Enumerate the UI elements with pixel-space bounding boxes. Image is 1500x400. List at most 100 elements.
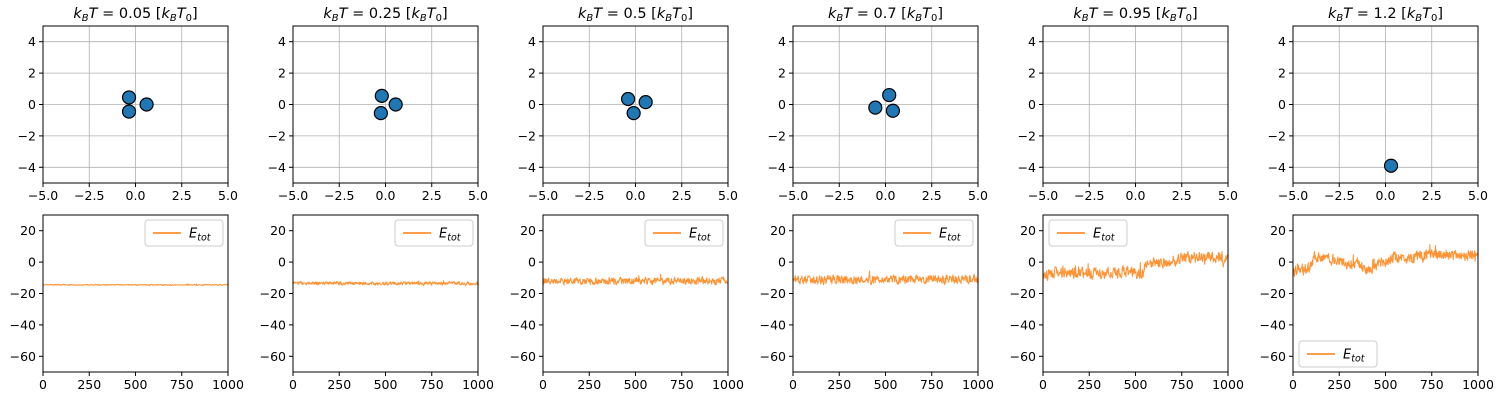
y-tick-label: −40 [260, 317, 286, 332]
y-tick-label: 0 [28, 97, 36, 112]
x-tick-label: 750 [1170, 377, 1194, 392]
panel-title: kBT = 0.7 [kBT0] [828, 6, 943, 24]
legend-box [1048, 219, 1128, 247]
x-tick-label: 0 [39, 377, 47, 392]
legend-label: Etot [939, 227, 962, 244]
scatter-panel-2: −5.0 −2.5 0.0 2.5 5.0 −4 −2 0 2 4 kBT = 0.25 [kBT0… [268, 6, 488, 203]
y-tick-label: −2 [1018, 128, 1036, 143]
y-tick-label: 20 [1020, 223, 1036, 238]
y-tick-label: −20 [510, 286, 536, 301]
y-tick-label: −40 [10, 317, 36, 332]
y-tick-label: 20 [1270, 223, 1286, 238]
particle-marker [626, 106, 641, 121]
y-tick-label: 0 [778, 255, 786, 270]
panel-title: kBT = 1.2 [kBT0] [1328, 6, 1443, 24]
x-tick-label: 5.0 [218, 188, 238, 203]
energy-line [543, 273, 728, 286]
x-tick-label: −2.5 [74, 188, 104, 203]
x-tick-label: 0 [539, 377, 547, 392]
y-tick-label: −40 [1260, 317, 1286, 332]
x-tick-label: 250 [327, 377, 351, 392]
x-tick-label: 750 [420, 377, 444, 392]
energy-panel-1: 0 250 500 750 1000 20 0 −20 −40 −60 Etot [10, 214, 244, 392]
x-tick-label: 750 [920, 377, 944, 392]
x-tick-label: 750 [170, 377, 194, 392]
y-tick-label: −40 [1010, 317, 1036, 332]
energy-panel-6: 0 250 500 750 1000 20 0 −20 −40 −60 Etot [1260, 214, 1494, 392]
y-tick-label: −20 [1260, 286, 1286, 301]
particle-marker [1383, 158, 1399, 173]
x-tick-label: 2.5 [922, 188, 942, 203]
y-tick-label: −2 [18, 128, 36, 143]
particle-marker [121, 90, 137, 105]
y-tick-label: −2 [518, 128, 536, 143]
energy-panel-2: 0 250 500 750 1000 20 0 −20 −40 −60 Etot [260, 214, 494, 392]
legend-box [1298, 340, 1378, 368]
energy-panel-5: 0 250 500 750 1000 20 0 −20 −40 −60 Etot [1010, 214, 1244, 392]
legend-label: Etot [1093, 227, 1116, 244]
x-tick-label: 0.0 [376, 188, 396, 203]
x-tick-label: 500 [1374, 377, 1398, 392]
y-tick-label: 0 [1278, 97, 1286, 112]
x-tick-label: 0 [1289, 377, 1297, 392]
legend: Etot [894, 219, 974, 247]
y-tick-label: 0 [778, 97, 786, 112]
y-tick-label: −20 [1010, 286, 1036, 301]
y-tick-label: 0 [528, 97, 536, 112]
y-tick-label: −4 [18, 160, 36, 175]
x-tick-label: 500 [124, 377, 148, 392]
x-tick-label: 0.0 [876, 188, 896, 203]
x-tick-label: 5.0 [1468, 188, 1488, 203]
x-tick-label: 5.0 [1218, 188, 1238, 203]
scatter-panel-4: −5.0 −2.5 0.0 2.5 5.0 −4 −2 0 2 4 kBT = 0.7 [kBT0] [768, 6, 988, 203]
legend-label: Etot [689, 227, 712, 244]
x-tick-label: 1000 [462, 377, 494, 392]
x-tick-label: 750 [670, 377, 694, 392]
particle-marker [868, 100, 883, 115]
particle-marker [374, 88, 389, 103]
scatter-panel-1: −5.0 −2.5 0.0 2.5 5.0 −4 −2 0 2 4 kBT = 0.05 [kBT0… [18, 6, 238, 203]
y-tick-label: −20 [10, 286, 36, 301]
x-tick-label: 1000 [962, 377, 994, 392]
x-tick-label: 5.0 [718, 188, 738, 203]
panel-title: kBT = 0.95 [kBT0] [1073, 6, 1197, 24]
x-tick-label: 0.0 [626, 188, 646, 203]
y-tick-label: −4 [1268, 160, 1286, 175]
scatter-panel-6: −5.0 −2.5 0.0 2.5 5.0 −4 −2 0 2 4 kBT = 1.2 [kBT0] [1268, 6, 1488, 203]
x-tick-label: 2.5 [422, 188, 442, 203]
x-tick-label: 250 [827, 377, 851, 392]
y-tick-label: 2 [278, 66, 286, 81]
y-tick-label: −4 [518, 160, 536, 175]
legend-box [144, 219, 224, 247]
y-tick-label: 0 [1028, 97, 1036, 112]
scatter-panel-3: −5.0 −2.5 0.0 2.5 5.0 −4 −2 0 2 4 kBT = 0.5 [kBT0] [518, 6, 738, 203]
particle-marker [885, 103, 901, 118]
x-tick-label: 500 [1124, 377, 1148, 392]
energy-line [43, 283, 228, 287]
energy-panel-3: 0 250 500 750 1000 20 0 −20 −40 −60 Etot [510, 214, 744, 392]
legend: Etot [1298, 340, 1378, 368]
y-tick-label: −60 [1010, 349, 1036, 364]
legend-box [394, 219, 474, 247]
legend-label: Etot [189, 227, 212, 244]
y-tick-label: 0 [28, 255, 36, 270]
legend-label: Etot [1343, 348, 1366, 365]
y-tick-label: 2 [1028, 66, 1036, 81]
y-tick-label: 2 [1278, 66, 1286, 81]
y-tick-label: −40 [510, 317, 536, 332]
y-tick-label: −60 [260, 349, 286, 364]
x-tick-label: 250 [77, 377, 101, 392]
panel-title: kBT = 0.25 [kBT0] [323, 6, 447, 24]
y-tick-label: −20 [260, 286, 286, 301]
particle-marker [388, 97, 403, 112]
x-tick-label: 250 [1077, 377, 1101, 392]
x-tick-label: −5.0 [28, 188, 58, 203]
particle-marker [620, 91, 636, 107]
x-tick-label: 0.0 [126, 188, 146, 203]
particle-marker [121, 104, 137, 119]
legend-box [894, 219, 974, 247]
y-tick-label: −4 [1018, 160, 1036, 175]
y-tick-label: −40 [760, 317, 786, 332]
particle-marker [139, 97, 154, 112]
